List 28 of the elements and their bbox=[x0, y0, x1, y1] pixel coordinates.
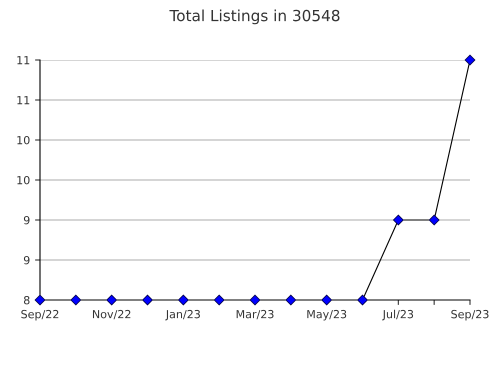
x-tick-label: Mar/23 bbox=[236, 310, 274, 320]
x-tick-label: Sep/22 bbox=[21, 310, 58, 320]
y-tick-label: 10 bbox=[17, 176, 30, 184]
point bbox=[250, 294, 260, 306]
point bbox=[393, 214, 404, 226]
point bbox=[464, 54, 476, 66]
x-tick-label: Jan/23 bbox=[165, 310, 200, 320]
point bbox=[106, 294, 117, 306]
point bbox=[142, 294, 153, 306]
y-tick-label: 11 bbox=[17, 56, 30, 64]
point bbox=[428, 214, 440, 226]
point bbox=[34, 294, 46, 306]
point bbox=[178, 294, 189, 306]
y-tick-label: 11 bbox=[17, 96, 30, 104]
point bbox=[321, 294, 332, 306]
y-tick-label: 8 bbox=[24, 296, 30, 304]
x-tick-label: May/23 bbox=[307, 310, 346, 320]
y-tick-label: 10 bbox=[17, 136, 30, 144]
y-tick-label: 9 bbox=[24, 216, 30, 224]
point bbox=[286, 294, 296, 306]
x-tick-label: Sep/23 bbox=[451, 310, 489, 320]
x-tick-label: Nov/22 bbox=[92, 310, 130, 320]
chart-title: Total Listings in 30548 bbox=[169, 10, 340, 24]
point bbox=[357, 294, 368, 306]
x-tick-label: Jul/23 bbox=[382, 310, 414, 320]
point bbox=[214, 294, 224, 306]
point bbox=[70, 294, 82, 306]
y-tick-label: 9 bbox=[24, 256, 30, 264]
